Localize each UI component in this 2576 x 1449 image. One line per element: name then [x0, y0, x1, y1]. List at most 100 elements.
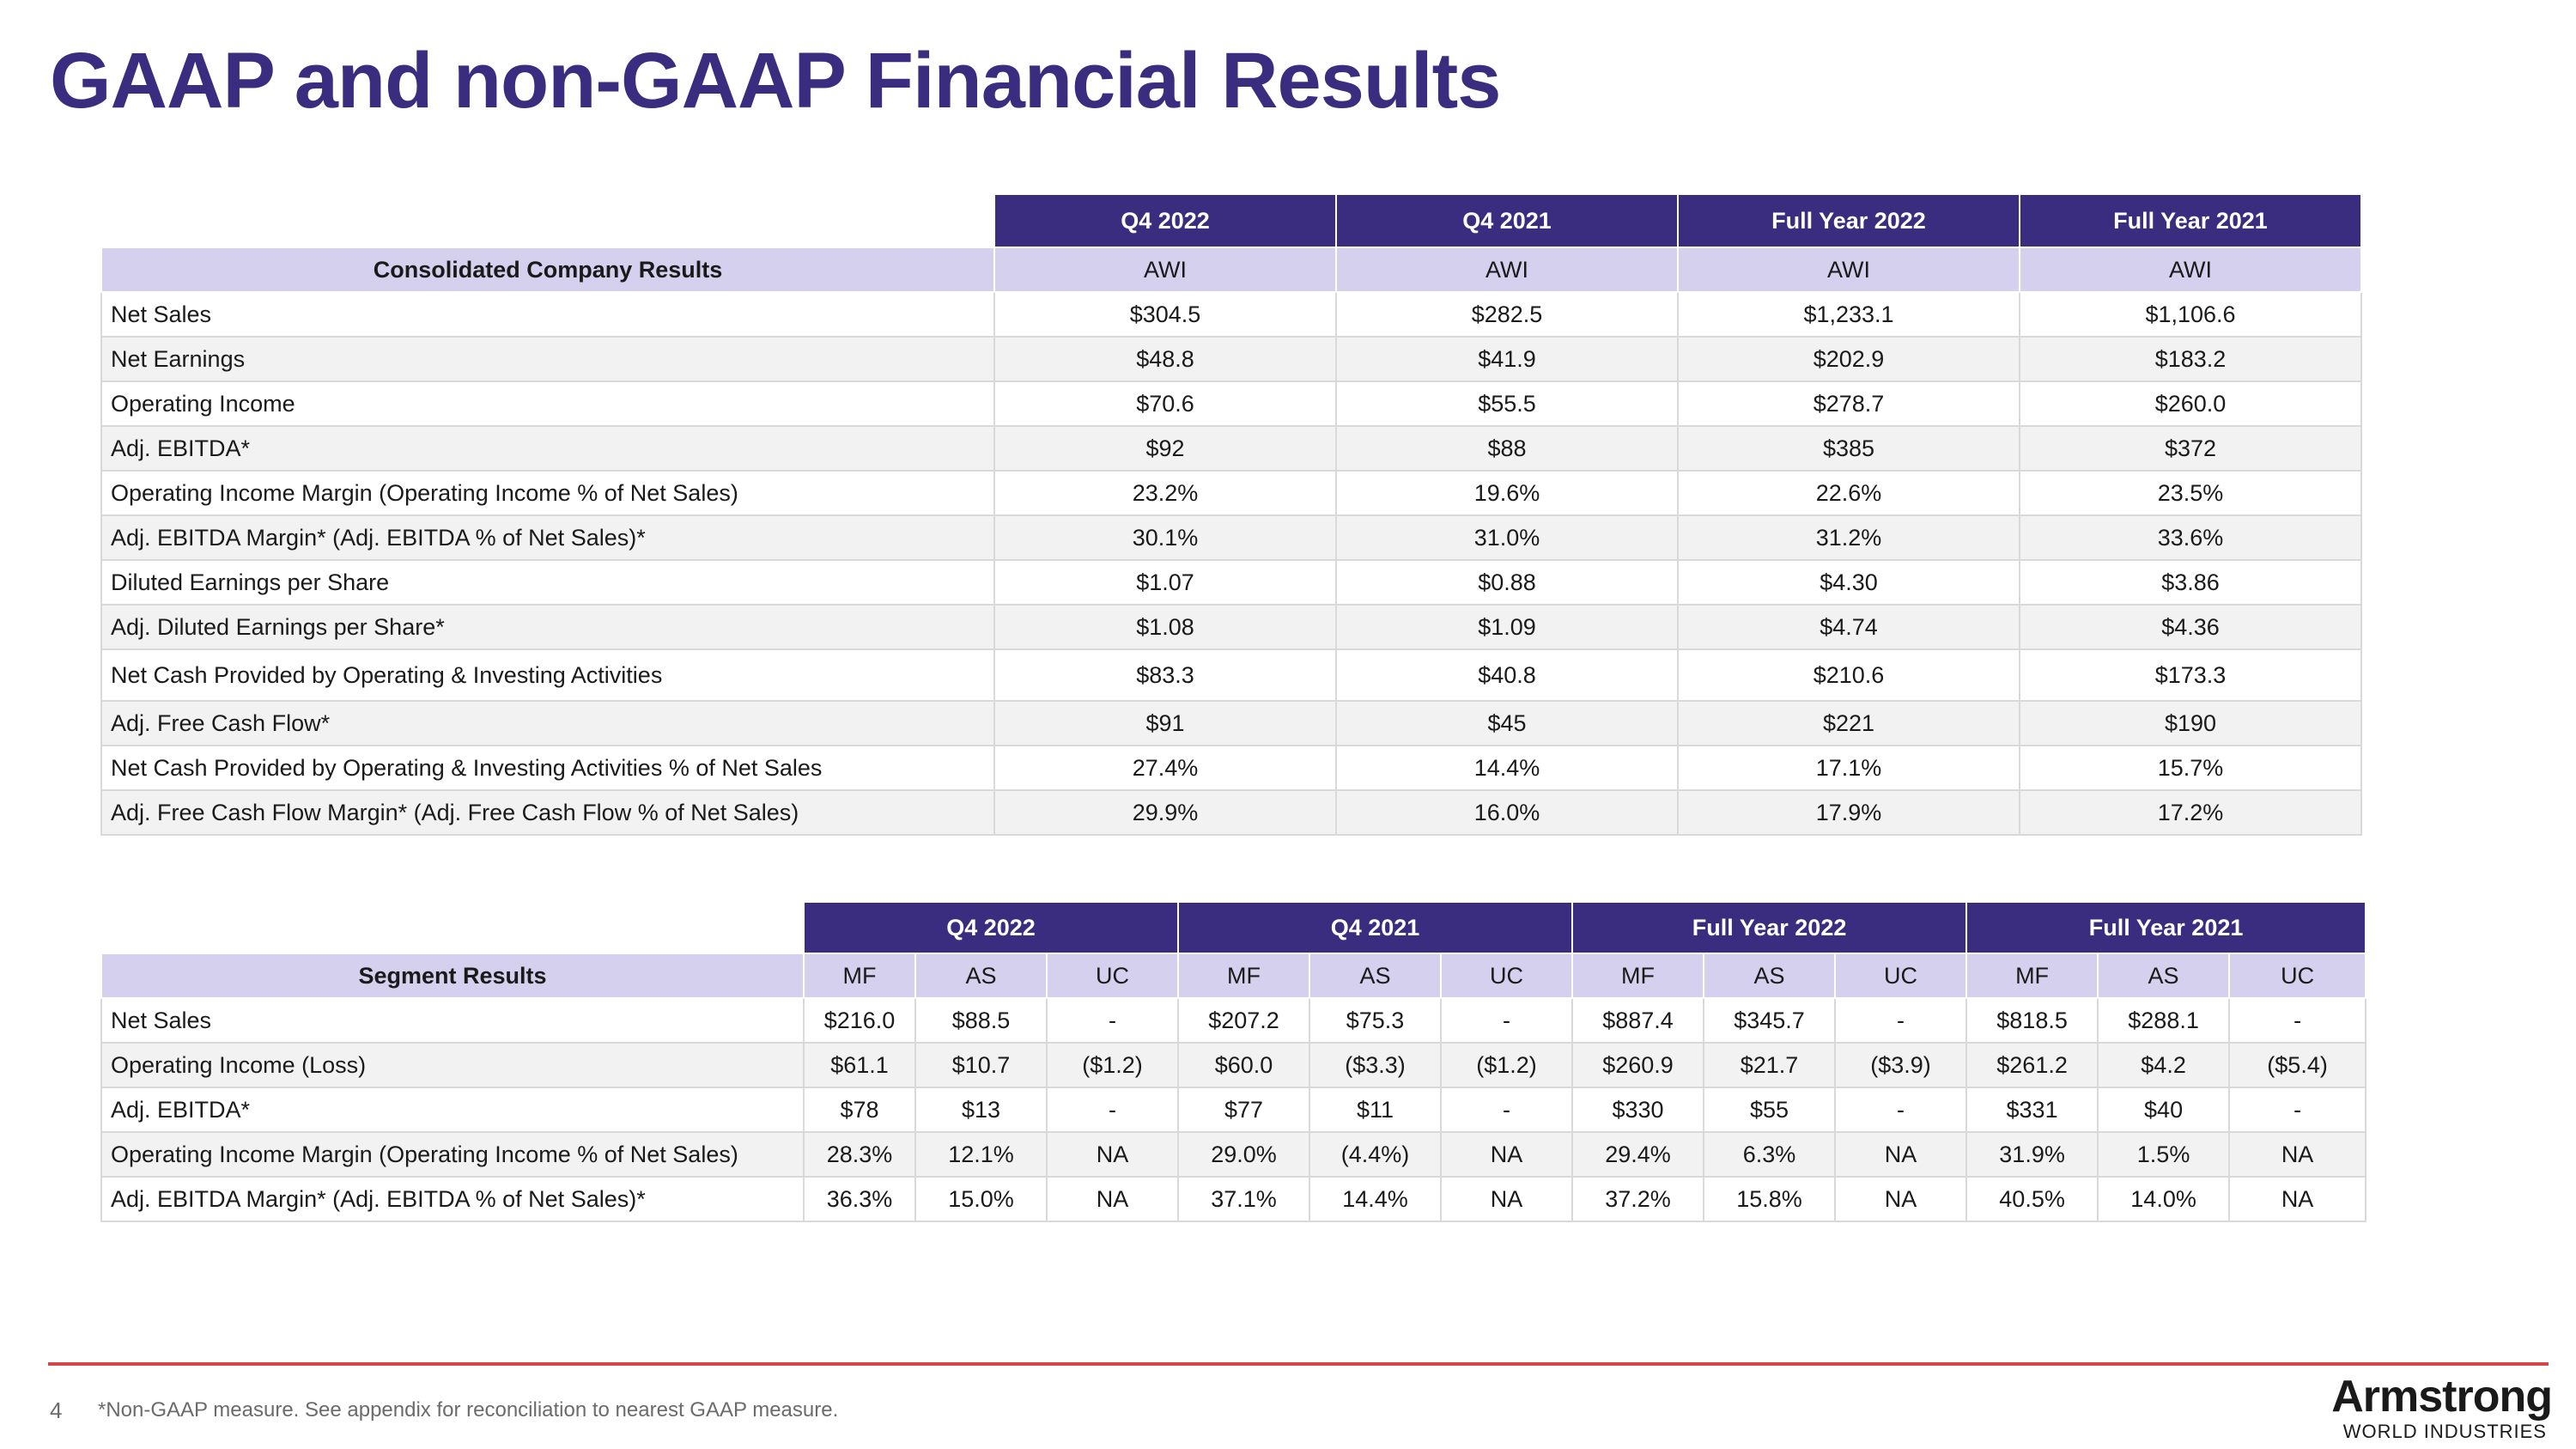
armstrong-logo: Armstrong WORLD INDUSTRIES	[2318, 1371, 2553, 1445]
table-cell: -	[1045, 997, 1180, 1044]
entity-header: AWI	[2019, 247, 2362, 293]
table-cell: 31.0%	[1335, 514, 1679, 561]
table-cell: 36.3%	[803, 1176, 916, 1222]
table-cell: $221	[1677, 700, 2020, 746]
segment-results-table: Q4 2022 Q4 2021 Full Year 2022 Full Year 20…	[100, 901, 2367, 1222]
row-label: Operating Income Margin (Operating Incom…	[100, 1131, 805, 1178]
table-cell: $41.9	[1335, 336, 1679, 382]
table-cell: $887.4	[1571, 997, 1705, 1044]
logo-sub: WORLD INDUSTRIES	[2342, 1421, 2547, 1442]
table-cell: $3.86	[2019, 559, 2362, 606]
segment-header: MF	[1571, 953, 1705, 999]
table-cell: $216.0	[803, 997, 916, 1044]
table-cell: $372	[2019, 425, 2362, 472]
segment-header: UC	[1440, 953, 1574, 999]
table-row: Adj. Diluted Earnings per Share* $1.08 $1.…	[100, 604, 2362, 650]
table-cell: $304.5	[993, 291, 1337, 338]
table-cell: $10.7	[914, 1042, 1048, 1088]
row-label: Adj. Diluted Earnings per Share*	[100, 604, 995, 650]
section-label: Consolidated Company Results	[100, 247, 995, 293]
table-cell: $202.9	[1677, 336, 2020, 382]
table-cell: $288.1	[2097, 997, 2231, 1044]
row-label: Net Earnings	[100, 336, 995, 382]
table-cell: $1.09	[1335, 604, 1679, 650]
table-cell: ($1.2)	[1440, 1042, 1574, 1088]
table-cell: $1.07	[993, 559, 1337, 606]
table-row: Net Earnings $48.8 $41.9 $202.9 $183.2	[100, 336, 2362, 382]
segment-header: AS	[1703, 953, 1837, 999]
row-label: Adj. Free Cash Flow*	[100, 700, 995, 746]
table-cell: 15.0%	[914, 1176, 1048, 1222]
table-cell: $55	[1703, 1087, 1837, 1133]
table-cell: $331	[1965, 1087, 2099, 1133]
table-cell: 31.2%	[1677, 514, 2020, 561]
table-cell: $190	[2019, 700, 2362, 746]
consolidated-results-table: Q4 2022 Q4 2021 Full Year 2022 Full Year 20…	[100, 193, 2362, 836]
row-label: Adj. Free Cash Flow Margin* (Adj. Free C…	[100, 789, 995, 836]
table-cell: $330	[1571, 1087, 1705, 1133]
table-cell: NA	[1440, 1131, 1574, 1178]
table-row: Net Cash Provided by Operating & Investi…	[100, 745, 2362, 791]
row-label: Net Sales	[100, 291, 995, 338]
table-cell: -	[1834, 1087, 1968, 1133]
table-cell: 30.1%	[993, 514, 1337, 561]
table-cell: -	[1834, 997, 1968, 1044]
table-row: Adj. EBITDA* $92 $88 $385 $372	[100, 425, 2362, 472]
table-cell: $77	[1177, 1087, 1311, 1133]
period-header-row: Q4 2022 Q4 2021 Full Year 2022 Full Year 20…	[101, 193, 2362, 248]
table-cell: 15.8%	[1703, 1176, 1837, 1222]
segment-header: MF	[1177, 953, 1311, 999]
table-cell: $210.6	[1677, 648, 2020, 702]
table-cell: $13	[914, 1087, 1048, 1133]
subheader-row: Consolidated Company Results AWI AWI AWI AWI	[100, 247, 2362, 293]
table-cell: $282.5	[1335, 291, 1679, 338]
table-cell: 28.3%	[803, 1131, 916, 1178]
header-blank	[101, 194, 994, 247]
row-label: Adj. EBITDA Margin* (Adj. EBITDA % of Ne…	[100, 514, 995, 561]
table-cell: NA	[1440, 1176, 1574, 1222]
table-cell: 27.4%	[993, 745, 1337, 791]
table-cell: $1,233.1	[1677, 291, 2020, 338]
table-cell: 14.4%	[1309, 1176, 1443, 1222]
table-row: Net Sales $216.0 $88.5- $207.2 $75.3- $887.4 $…	[100, 997, 2367, 1044]
page-title: GAAP and non-GAAP Financial Results	[50, 37, 1501, 125]
table-row: Adj. EBITDA Margin* (Adj. EBITDA % of Ne…	[100, 514, 2362, 561]
table-cell: $1.08	[993, 604, 1337, 650]
period-header: Q4 2021	[1335, 193, 1679, 248]
table-cell: $75.3	[1309, 997, 1443, 1044]
table-cell: $40.8	[1335, 648, 1679, 702]
table-cell: $4.36	[2019, 604, 2362, 650]
table-cell: $4.74	[1677, 604, 2020, 650]
table-cell: $183.2	[2019, 336, 2362, 382]
table-cell: $83.3	[993, 648, 1337, 702]
table-cell: $40	[2097, 1087, 2231, 1133]
period-header: Full Year 2021	[1965, 901, 2367, 954]
segment-header: AS	[914, 953, 1048, 999]
entity-header: AWI	[993, 247, 1337, 293]
table-cell: NA	[1045, 1131, 1180, 1178]
table-cell: 29.0%	[1177, 1131, 1311, 1178]
row-label: Net Cash Provided by Operating & Investi…	[100, 648, 995, 702]
table-cell: -	[2228, 997, 2367, 1044]
row-label: Operating Income Margin (Operating Incom…	[100, 470, 995, 516]
table-cell: 6.3%	[1703, 1131, 1837, 1178]
period-header: Full Year 2022	[1677, 193, 2020, 248]
table-cell: -	[1440, 1087, 1574, 1133]
table-cell: $48.8	[993, 336, 1337, 382]
table-cell: 29.9%	[993, 789, 1337, 836]
segment-header: MF	[1965, 953, 2099, 999]
table-cell: ($3.9)	[1834, 1042, 1968, 1088]
table-cell: $45	[1335, 700, 1679, 746]
table-cell: $92	[993, 425, 1337, 472]
table-row: Net Sales $304.5 $282.5 $1,233.1 $1,106.6	[100, 291, 2362, 338]
table-cell: $88	[1335, 425, 1679, 472]
table-cell: NA	[2228, 1176, 2367, 1222]
period-header: Q4 2021	[1177, 901, 1574, 954]
page-number: 4	[50, 1397, 63, 1423]
footer-divider	[48, 1362, 2549, 1366]
table-cell: $0.88	[1335, 559, 1679, 606]
period-header: Full Year 2021	[2019, 193, 2362, 248]
table-row: Adj. Free Cash Flow Margin* (Adj. Free C…	[100, 789, 2362, 836]
table-cell: 37.2%	[1571, 1176, 1705, 1222]
table-row: Operating Income (Loss) $61.1 $10.7 ($1.2) $…	[100, 1042, 2367, 1088]
